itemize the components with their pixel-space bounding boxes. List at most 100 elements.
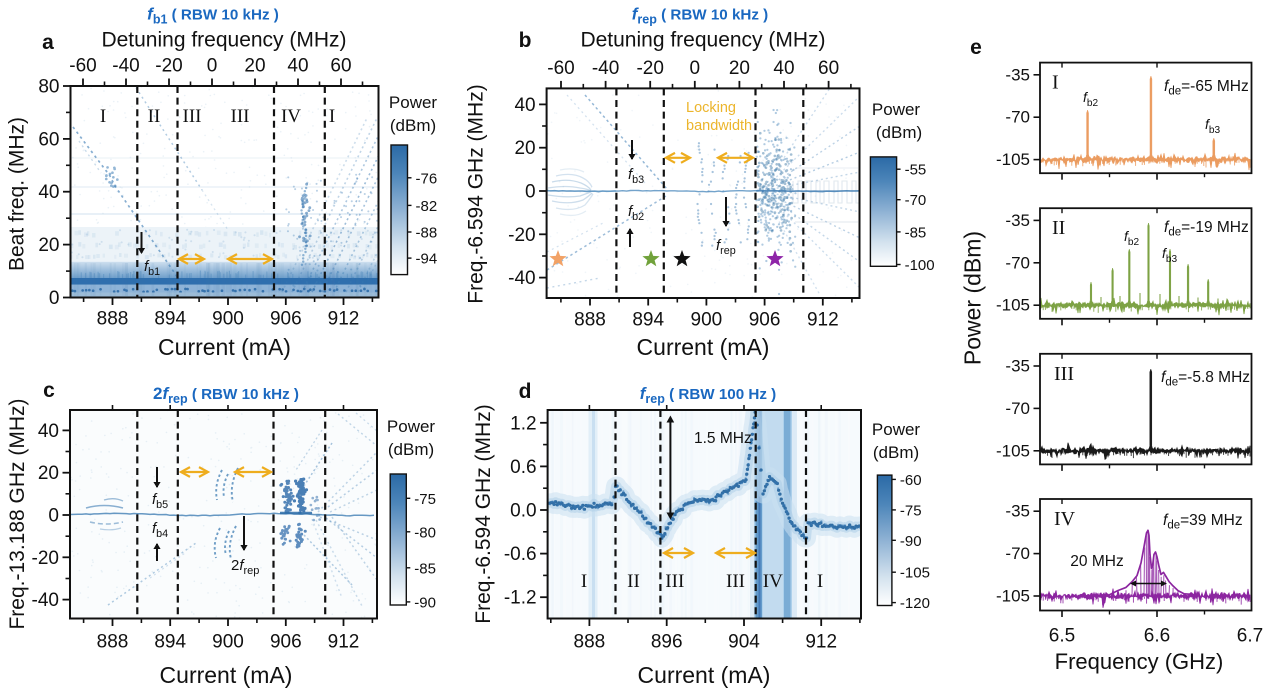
svg-text:-60: -60 <box>69 56 96 77</box>
svg-text:0: 0 <box>207 56 218 77</box>
svg-text:fde=-19 MHz: fde=-19 MHz <box>1164 219 1249 239</box>
svg-text:900: 900 <box>212 632 244 653</box>
svg-text:I: I <box>817 571 823 592</box>
svg-text:1.5 MHz: 1.5 MHz <box>694 430 752 447</box>
svg-text:fde=-5.8 MHz: fde=-5.8 MHz <box>1161 369 1250 389</box>
svg-text:20 MHz: 20 MHz <box>1070 553 1123 570</box>
svg-text:Detuning frequency (MHz): Detuning frequency (MHz) <box>580 29 825 52</box>
svg-text:fb5: fb5 <box>152 491 168 511</box>
svg-text:frep ( RBW 10 kHz ): frep ( RBW 10 kHz ) <box>632 5 769 27</box>
svg-text:-105: -105 <box>996 587 1030 606</box>
svg-text:-60: -60 <box>900 472 922 489</box>
svg-text:IV: IV <box>281 106 301 127</box>
svg-text:-105: -105 <box>900 565 930 582</box>
svg-text:900: 900 <box>691 310 723 331</box>
svg-text:0.0: 0.0 <box>510 501 536 522</box>
svg-text:-80: -80 <box>414 524 436 541</box>
svg-text:0: 0 <box>525 182 536 203</box>
svg-text:fb3: fb3 <box>1205 116 1221 136</box>
svg-text:-90: -90 <box>414 594 436 611</box>
svg-text:III: III <box>726 571 745 592</box>
svg-text:-35: -35 <box>1005 357 1030 376</box>
svg-text:fde=39 MHz: fde=39 MHz <box>1163 512 1243 532</box>
svg-text:III: III <box>183 106 202 127</box>
svg-text:Locking: Locking <box>686 100 736 116</box>
svg-text:20: 20 <box>729 58 750 79</box>
svg-text:900: 900 <box>212 309 244 330</box>
svg-text:fb3: fb3 <box>628 166 644 186</box>
svg-text:-70: -70 <box>1005 253 1030 272</box>
svg-text:(dBm): (dBm) <box>873 443 919 462</box>
svg-text:Current (mA): Current (mA) <box>637 334 770 360</box>
svg-text:I: I <box>100 106 106 127</box>
svg-text:IV: IV <box>763 571 783 592</box>
svg-text:-40: -40 <box>508 268 535 289</box>
svg-text:912: 912 <box>807 310 839 331</box>
svg-text:-76: -76 <box>416 170 438 187</box>
svg-text:20: 20 <box>38 235 59 256</box>
svg-text:frep ( RBW 100 Hz ): frep ( RBW 100 Hz ) <box>640 384 777 406</box>
svg-text:40: 40 <box>287 56 308 77</box>
svg-text:60: 60 <box>38 129 59 150</box>
svg-text:912: 912 <box>328 309 360 330</box>
svg-text:Power (dBm): Power (dBm) <box>960 231 986 365</box>
svg-text:-40: -40 <box>32 590 59 611</box>
svg-text:I: I <box>1052 72 1059 94</box>
svg-text:-82: -82 <box>416 198 438 215</box>
svg-text:894: 894 <box>632 310 664 331</box>
svg-text:Detuning frequency (MHz): Detuning frequency (MHz) <box>101 29 346 52</box>
svg-text:-75: -75 <box>900 502 922 519</box>
svg-text:a: a <box>42 31 54 54</box>
svg-text:fb2: fb2 <box>628 203 644 223</box>
svg-text:-40: -40 <box>592 58 619 79</box>
svg-text:-85: -85 <box>905 224 927 241</box>
svg-text:Beat freq. (MHz): Beat freq. (MHz) <box>6 117 29 271</box>
svg-text:Power: Power <box>872 420 921 439</box>
svg-text:e: e <box>970 36 982 59</box>
svg-text:906: 906 <box>749 310 781 331</box>
svg-text:896: 896 <box>651 632 683 653</box>
svg-text:-35: -35 <box>1005 211 1030 230</box>
svg-text:III: III <box>231 106 250 127</box>
svg-text:Freq.-6.594 GHz (MHz): Freq.-6.594 GHz (MHz) <box>472 404 495 623</box>
svg-text:904: 904 <box>728 632 760 653</box>
svg-text:fb3: fb3 <box>1162 245 1178 265</box>
svg-text:Current (mA): Current (mA) <box>638 662 771 688</box>
svg-text:894: 894 <box>154 309 186 330</box>
svg-text:912: 912 <box>328 632 360 653</box>
svg-text:60: 60 <box>330 56 351 77</box>
svg-text:IV: IV <box>1054 508 1076 530</box>
svg-text:-20: -20 <box>32 548 59 569</box>
svg-text:60: 60 <box>818 58 839 79</box>
svg-text:Freq.-13.188 GHz (MHz): Freq.-13.188 GHz (MHz) <box>6 398 29 629</box>
svg-text:-105: -105 <box>996 441 1030 460</box>
svg-text:-70: -70 <box>905 192 927 209</box>
svg-text:40: 40 <box>773 58 794 79</box>
svg-text:fde=-65 MHz: fde=-65 MHz <box>1164 78 1249 98</box>
svg-text:-88: -88 <box>416 225 438 242</box>
svg-text:888: 888 <box>574 632 606 653</box>
svg-text:906: 906 <box>270 309 302 330</box>
svg-text:-70: -70 <box>1005 108 1030 127</box>
svg-text:fb2: fb2 <box>1124 228 1140 248</box>
svg-text:III: III <box>665 571 684 592</box>
svg-text:894: 894 <box>154 632 186 653</box>
svg-text:0: 0 <box>49 288 60 309</box>
svg-text:-70: -70 <box>1005 399 1030 418</box>
svg-text:912: 912 <box>805 632 837 653</box>
svg-text:906: 906 <box>270 632 302 653</box>
svg-text:Power: Power <box>389 93 438 112</box>
svg-text:Frequency (GHz): Frequency (GHz) <box>1055 649 1224 674</box>
svg-text:-40: -40 <box>112 56 139 77</box>
svg-text:Current (mA): Current (mA) <box>160 662 293 688</box>
svg-text:Power: Power <box>872 100 921 119</box>
svg-text:I: I <box>329 106 335 127</box>
svg-text:-20: -20 <box>155 56 182 77</box>
svg-text:(dBm): (dBm) <box>388 440 434 459</box>
svg-text:-75: -75 <box>414 491 436 508</box>
svg-text:-0.6: -0.6 <box>504 544 537 565</box>
svg-text:-120: -120 <box>900 595 930 612</box>
svg-text:6.7: 6.7 <box>1237 626 1263 647</box>
svg-text:20: 20 <box>244 56 265 77</box>
svg-text:Freq.-6.594 GHz (MHz): Freq.-6.594 GHz (MHz) <box>464 84 487 303</box>
